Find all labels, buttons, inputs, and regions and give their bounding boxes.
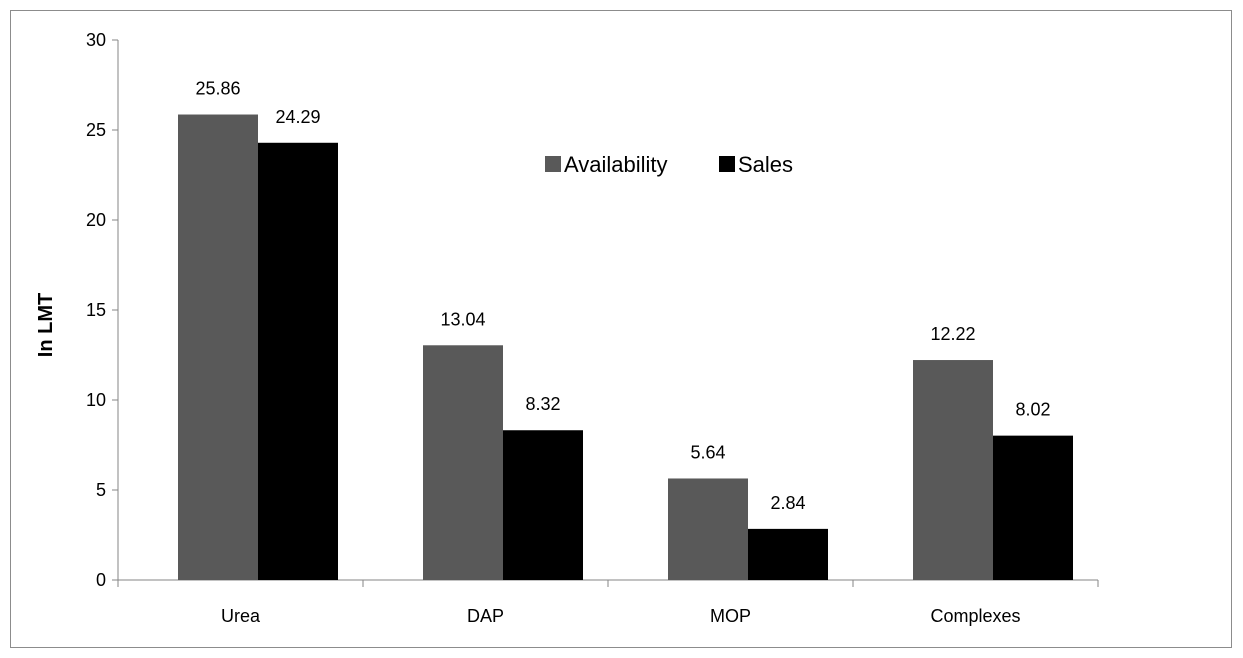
x-category-label-urea: Urea xyxy=(221,606,261,626)
legend-label-sales: Sales xyxy=(738,152,793,177)
data-label-availability-dap: 13.04 xyxy=(440,309,485,329)
bar-availability-complexes xyxy=(913,360,993,580)
bar-availability-mop xyxy=(668,478,748,580)
data-label-availability-mop: 5.64 xyxy=(690,442,725,462)
x-category-label-complexes: Complexes xyxy=(930,606,1020,626)
y-tick-label: 30 xyxy=(86,30,106,50)
data-label-availability-complexes: 12.22 xyxy=(930,324,975,344)
bar-sales-mop xyxy=(748,528,828,580)
y-axis-title: In LMT xyxy=(35,293,57,357)
x-category-label-mop: MOP xyxy=(710,606,751,626)
bar-sales-urea xyxy=(258,142,338,580)
y-axis: 0 5 10 15 20 25 30 xyxy=(86,30,119,590)
y-tick-label: 0 xyxy=(96,570,106,590)
bar-sales-dap xyxy=(503,430,583,580)
x-axis: Urea DAP MOP Complexes xyxy=(117,579,1099,626)
legend: Availability Sales xyxy=(545,152,793,177)
y-tick-label: 25 xyxy=(86,120,106,140)
data-label-sales-mop: 2.84 xyxy=(770,493,805,513)
y-tick-label: 20 xyxy=(86,210,106,230)
bars xyxy=(178,114,1073,581)
y-tick-label: 10 xyxy=(86,390,106,410)
legend-swatch-availability xyxy=(545,156,561,172)
data-label-sales-urea: 24.29 xyxy=(275,107,320,127)
data-labels: 25.86 24.29 13.04 8.32 5.64 2.84 12.22 8.02 xyxy=(195,79,1050,513)
bar-sales-complexes xyxy=(993,435,1073,580)
data-label-sales-complexes: 8.02 xyxy=(1015,400,1050,420)
bar-availability-urea xyxy=(178,114,258,581)
legend-swatch-sales xyxy=(719,156,735,172)
legend-label-availability: Availability xyxy=(564,152,668,177)
x-category-label-dap: DAP xyxy=(467,606,504,626)
data-label-availability-urea: 25.86 xyxy=(195,79,240,99)
data-label-sales-dap: 8.32 xyxy=(525,394,560,414)
y-tick-label: 15 xyxy=(86,300,106,320)
y-tick-label: 5 xyxy=(96,480,106,500)
bar-availability-dap xyxy=(423,345,503,580)
